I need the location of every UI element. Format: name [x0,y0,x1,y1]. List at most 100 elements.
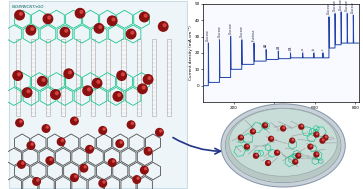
Circle shape [64,69,73,78]
Circle shape [159,22,168,31]
Circle shape [27,90,30,93]
Circle shape [43,14,53,24]
Circle shape [271,137,273,139]
Circle shape [238,135,243,140]
Text: DA: DA [289,46,293,50]
Circle shape [56,92,58,94]
Circle shape [71,174,78,181]
Circle shape [144,147,152,155]
Circle shape [256,154,257,156]
Circle shape [103,128,105,130]
Circle shape [120,141,122,143]
Circle shape [116,140,123,147]
Circle shape [113,160,115,162]
Text: Glucose: Glucose [339,0,343,9]
Circle shape [295,160,297,162]
Circle shape [13,71,23,80]
FancyBboxPatch shape [167,39,171,116]
Circle shape [69,71,72,74]
Circle shape [83,86,92,95]
Circle shape [316,133,318,135]
Circle shape [42,125,50,132]
Circle shape [92,78,102,88]
Circle shape [122,73,125,76]
Circle shape [281,126,286,131]
Circle shape [133,176,140,183]
Text: Glucose: Glucose [351,1,355,13]
Circle shape [137,177,139,179]
Circle shape [46,157,54,164]
Circle shape [20,120,22,123]
Circle shape [23,88,32,97]
Circle shape [99,26,102,28]
Circle shape [80,10,83,13]
Circle shape [126,29,136,39]
Circle shape [48,16,51,19]
Text: b: b [312,49,316,50]
Circle shape [148,149,151,151]
Circle shape [156,129,163,136]
Circle shape [283,127,285,129]
Circle shape [99,127,106,134]
Circle shape [15,10,24,20]
Circle shape [61,139,64,142]
Text: Glucose: Glucose [240,26,244,37]
Circle shape [266,161,270,165]
Circle shape [144,168,147,170]
Y-axis label: Current density (mA cm⁻²): Current density (mA cm⁻²) [189,26,193,80]
Text: Glucose: Glucose [206,29,210,41]
Text: a: a [301,49,305,50]
Circle shape [84,166,86,168]
Circle shape [292,139,294,141]
Circle shape [131,122,134,125]
Circle shape [18,161,25,168]
Circle shape [107,16,117,26]
Circle shape [74,175,77,177]
Circle shape [118,94,121,96]
Circle shape [94,24,104,33]
Text: NiO/MWCNT/rGO: NiO/MWCNT/rGO [12,5,44,9]
Circle shape [269,136,273,141]
Circle shape [142,86,145,89]
Circle shape [143,75,153,84]
Circle shape [76,9,85,18]
Circle shape [310,145,312,147]
FancyBboxPatch shape [122,39,126,116]
FancyBboxPatch shape [106,39,110,116]
Circle shape [320,138,325,143]
FancyBboxPatch shape [9,1,187,188]
Text: c: c [321,49,325,50]
Circle shape [57,138,65,146]
Circle shape [51,90,60,99]
Text: UA: UA [276,45,280,49]
Circle shape [299,124,304,129]
Circle shape [16,119,23,127]
Circle shape [322,139,324,141]
Text: AA: AA [264,43,268,47]
Circle shape [117,71,126,80]
Circle shape [42,78,45,81]
Circle shape [298,154,300,156]
Circle shape [80,164,87,172]
Circle shape [112,18,115,21]
Circle shape [33,178,40,185]
Circle shape [163,24,166,26]
Circle shape [97,81,100,83]
Circle shape [74,119,77,121]
Circle shape [290,138,295,143]
Circle shape [109,159,116,166]
Text: Glucose: Glucose [345,0,349,11]
Circle shape [275,150,280,155]
Circle shape [138,84,147,94]
Circle shape [293,159,298,164]
Circle shape [265,124,266,126]
Circle shape [323,135,328,140]
Circle shape [65,29,68,32]
Circle shape [314,132,319,137]
Circle shape [144,14,147,17]
Circle shape [140,12,149,22]
Circle shape [22,162,24,164]
Circle shape [253,153,258,158]
Circle shape [31,27,34,30]
Circle shape [127,121,135,129]
